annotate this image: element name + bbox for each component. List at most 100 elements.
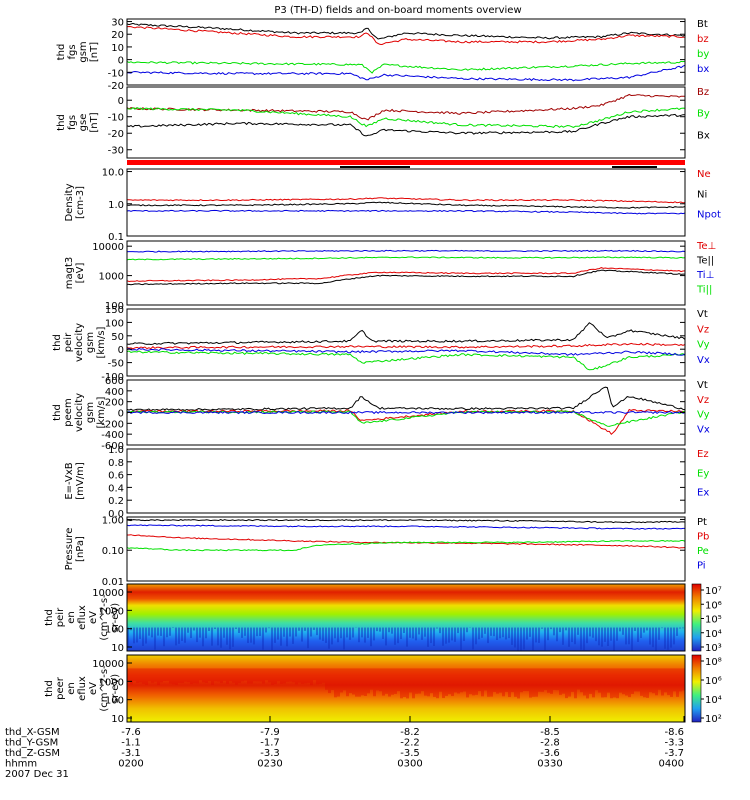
spectrogram-streak <box>661 668 664 696</box>
spectrogram-streak <box>133 668 136 681</box>
y-tick-label: 10 <box>111 43 124 54</box>
spectrogram-image <box>127 655 685 722</box>
spectrogram-streak <box>127 627 129 648</box>
spectrogram-streak <box>454 668 457 693</box>
x-tick-label: -8.6 <box>664 727 684 738</box>
spectrogram-streak <box>157 668 160 686</box>
spectrogram-streak <box>505 668 508 692</box>
spectrogram-streak <box>403 668 406 698</box>
spectrogram-streak <box>484 627 486 634</box>
spectrogram-streak <box>523 668 526 692</box>
spectrogram-streak <box>574 668 577 699</box>
spectrogram-streak <box>331 668 334 690</box>
legend-Ex: Ex <box>697 488 709 499</box>
spectrogram-streak <box>586 627 588 644</box>
spectrogram-streak <box>541 668 544 692</box>
spectrogram-streak <box>238 627 240 634</box>
spectrogram-streak <box>535 627 537 643</box>
spectrogram-streak <box>130 668 133 685</box>
spectrogram-streak <box>298 668 301 683</box>
spectrogram-streak <box>247 668 250 684</box>
y-tick-label: 1.0 <box>108 200 124 211</box>
y-axis-label: gse <box>78 114 89 132</box>
series-Vx <box>126 347 686 356</box>
y-tick-label: 0.10 <box>102 546 124 557</box>
spectrogram-streak <box>337 668 340 697</box>
spectrogram-streak <box>214 668 217 682</box>
spectrogram-streak <box>460 668 463 693</box>
spectrogram-streak <box>499 668 502 693</box>
spectrogram-streak <box>304 668 307 684</box>
x-tick-label: 0330 <box>537 759 562 770</box>
spectrogram-streak <box>187 627 189 633</box>
spectrogram-streak <box>163 668 166 682</box>
spectrogram-streak <box>136 627 138 643</box>
colorbar-tick-label: 10⁶ <box>705 600 722 611</box>
spectrogram-streak <box>505 627 507 640</box>
y-axis-label: fgs <box>67 44 78 59</box>
y-tick-label: 100 <box>105 318 124 329</box>
series-Vx <box>126 410 686 415</box>
colorbar-tick-label: 10⁶ <box>705 676 722 687</box>
panel-temperature: magt3 [eV] 10000 1000 100 Te⊥ Te|| Ti⊥ Ti|| <box>64 240 716 312</box>
spectrogram-streak <box>682 627 684 629</box>
spectrogram-streak <box>307 627 309 649</box>
y-tick-label: 1.0 <box>108 445 124 456</box>
legend-Npot: Npot <box>697 210 721 221</box>
spectrogram-streak <box>127 668 130 681</box>
x-tick-label: -3.3 <box>664 738 684 749</box>
y-axis-label: E=-VxB <box>64 462 75 499</box>
series-Vy <box>126 350 686 371</box>
spectrogram-streak <box>433 627 435 646</box>
spectrogram-streak <box>337 627 339 643</box>
spectrogram-streak <box>190 627 192 639</box>
spectrogram-streak <box>496 627 498 641</box>
series-Ne <box>127 197 686 204</box>
spectrogram-streak <box>610 627 612 641</box>
y-tick-label: 10 <box>111 714 124 725</box>
spectrogram-streak <box>520 627 522 651</box>
spectrogram-streak <box>559 627 561 633</box>
x-tick-label: 0230 <box>257 759 282 770</box>
legend-bz: bz <box>697 34 709 45</box>
legend-Te||: Te|| <box>696 256 714 267</box>
spectrogram-streak <box>451 627 453 641</box>
spectrogram-streak <box>418 668 421 694</box>
spectrogram-streak <box>250 668 253 684</box>
spectrogram-streak <box>481 668 484 697</box>
spectrogram-streak <box>559 668 562 695</box>
spectrogram-streak <box>196 627 198 643</box>
panel-pressure: Pressure [nPa] 1.00 0.10 0.01 Pt Pb Pe Pi <box>64 515 709 588</box>
x-tick-label: -2.8 <box>540 738 560 749</box>
spectrogram-streak <box>565 668 568 699</box>
spectrogram-streak <box>244 627 246 636</box>
spectrogram-streak <box>391 668 394 695</box>
spectrogram-streak <box>361 627 363 638</box>
x-row-label: thd_Y-GSM <box>5 738 58 749</box>
series-Pe <box>126 539 686 552</box>
spectrogram-streak <box>310 627 312 637</box>
legend-Vy: Vy <box>697 410 710 421</box>
spectrogram-streak <box>640 668 643 696</box>
spectrogram-streak <box>364 627 366 643</box>
spectrogram-streak <box>223 627 225 638</box>
y-tick-label: 100 <box>105 625 124 636</box>
spectrogram-streak <box>289 668 292 682</box>
x-tick-label: -8.5 <box>540 727 560 738</box>
series-Pi <box>126 524 685 530</box>
series-by <box>126 60 686 74</box>
y-tick-label: 0 <box>118 345 124 356</box>
spectrogram-streak <box>430 668 433 694</box>
spectrogram-streak <box>661 627 663 629</box>
spectrogram-streak <box>340 668 343 693</box>
spectrogram-streak <box>316 627 318 636</box>
panel-fgs-gsm-2: thd fgs gse [nT] 0 -10 -20 -30 Bz By Bx <box>56 86 710 159</box>
spectrogram-streak <box>184 627 186 643</box>
spectrogram-streak <box>616 627 618 641</box>
x-tick-label: 0400 <box>659 759 684 770</box>
spectrogram-streak <box>502 627 504 638</box>
spectrogram-streak <box>136 668 139 684</box>
spectrogram-streak <box>490 627 492 636</box>
spectrogram-streak <box>301 627 303 642</box>
